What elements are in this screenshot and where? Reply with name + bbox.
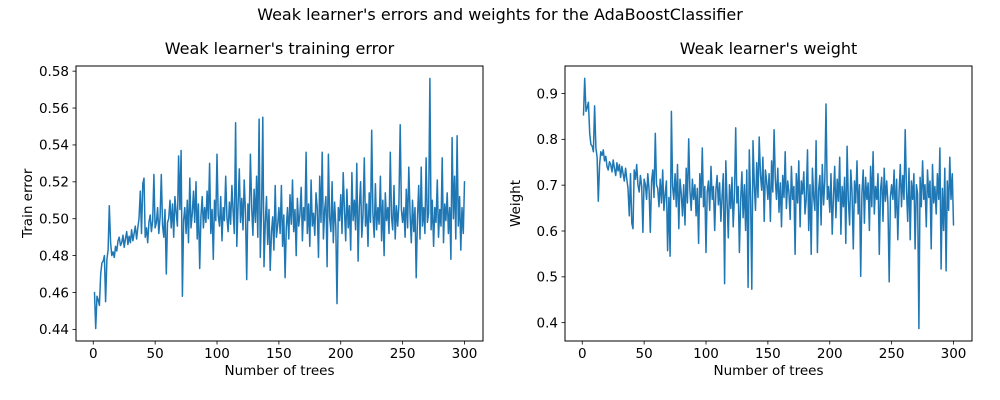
right-plot-xlabel: Number of trees xyxy=(713,363,824,379)
y-tick-label: 0.6 xyxy=(537,224,558,240)
y-tick-label: 0.44 xyxy=(39,322,69,338)
x-tick-label: 200 xyxy=(817,346,843,362)
left-plot-xlabel: Number of trees xyxy=(224,363,335,379)
train-error-line xyxy=(93,77,466,330)
x-tick-label: 300 xyxy=(452,346,478,362)
y-tick-label: 0.5 xyxy=(537,270,558,286)
right-plot-ylabel: Weight xyxy=(508,179,524,228)
axes-frame xyxy=(564,65,973,342)
x-tick-label: 250 xyxy=(390,346,416,362)
x-tick-label: 250 xyxy=(879,346,905,362)
x-tick-label: 0 xyxy=(89,346,98,362)
x-tick-label: 50 xyxy=(636,346,653,362)
right-plot-title: Weak learner's weight xyxy=(679,39,858,58)
weight-line xyxy=(582,77,955,330)
x-tick-label: 200 xyxy=(328,346,354,362)
y-tick-label: 0.54 xyxy=(39,138,69,154)
x-tick-label: 150 xyxy=(266,346,292,362)
axes-frame xyxy=(75,65,484,342)
y-tick-label: 0.56 xyxy=(39,101,69,117)
x-tick-label: 300 xyxy=(941,346,967,362)
y-tick-label: 0.58 xyxy=(39,64,69,80)
left-plot-ylabel: Train error xyxy=(20,168,36,239)
x-tick-label: 100 xyxy=(204,346,230,362)
y-tick-label: 0.48 xyxy=(39,248,69,264)
y-tick-label: 0.8 xyxy=(537,132,558,148)
weight-plot-area: 0 50 100 150 200 250 300 0.4 0.5 0.6 0.7 0.8 0.9 xyxy=(537,65,973,362)
y-tick-label: 0.4 xyxy=(537,315,558,331)
left-plot-title: Weak learner's training error xyxy=(164,39,395,58)
x-tick-label: 100 xyxy=(693,346,719,362)
x-tick-label: 150 xyxy=(755,346,781,362)
x-tick-label: 50 xyxy=(147,346,164,362)
y-tick-label: 0.50 xyxy=(39,212,69,228)
y-tick-label: 0.46 xyxy=(39,285,69,301)
y-tick-label: 0.7 xyxy=(537,178,558,194)
x-tick-label: 0 xyxy=(578,346,587,362)
y-tick-label: 0.9 xyxy=(537,86,558,102)
figure-suptitle: Weak learner's errors and weights for th… xyxy=(257,5,743,24)
y-tick-label: 0.52 xyxy=(39,175,69,191)
training-error-plot-area: 0 50 100 150 200 250 300 0.44 0.46 0.48 0.50 0.52 0.… xyxy=(39,64,484,362)
